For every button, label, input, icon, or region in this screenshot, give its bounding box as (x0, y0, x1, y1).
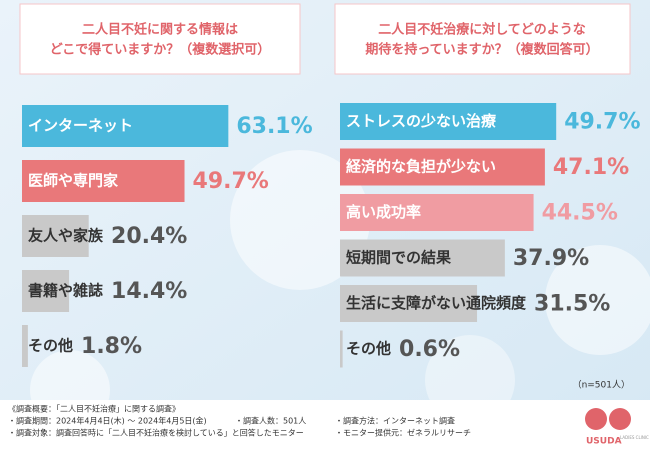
bar (22, 105, 229, 147)
title-box (19, 3, 301, 75)
value-label: 14.4% (111, 279, 187, 304)
footer-item: ・調査対象：調査回答時に「二人目不妊治療を検討している」と回答したモニター (8, 428, 304, 438)
bar (340, 239, 505, 277)
category-label: ストレスの少ない治療 (346, 112, 497, 130)
footer-heading: 《調査概要：「二人目不妊治療」に関する調査》 (8, 404, 180, 414)
chart-title: 二人目不妊治療に対してどのような (378, 22, 586, 38)
category-label: 書籍や雑誌 (28, 282, 103, 300)
value-label: 49.7% (193, 169, 269, 194)
footer-item: ・モニター提供元：ゼネラルリサーチ (335, 428, 471, 438)
logo-mark (609, 408, 631, 430)
bar (340, 148, 545, 186)
value-label: 49.7% (564, 110, 640, 135)
chart-title: 期待を持っていますか？（複数回答可） (365, 42, 598, 58)
value-label: 44.5% (542, 201, 618, 226)
footer-item: ・調査期間：2024年4月4日(木) ～ 2024年4月5日(金) (8, 416, 207, 426)
bar (340, 103, 557, 140)
value-label: 20.4% (111, 224, 187, 249)
bar (22, 215, 89, 257)
category-label: 生活に支障がない通院頻度 (346, 294, 527, 312)
category-label: 医師や専門家 (28, 172, 118, 190)
bar (22, 325, 28, 367)
value-label: 37.9% (513, 246, 589, 271)
bubble (230, 150, 370, 290)
category-label: その他 (346, 340, 391, 358)
footer-item: ・調査方法：インターネット調査 (335, 416, 455, 426)
category-label: 高い成功率 (346, 203, 421, 221)
logo-mark (585, 408, 607, 430)
value-label: 63.1% (236, 114, 312, 139)
value-label: 1.8% (81, 334, 142, 359)
bar (340, 194, 534, 231)
category-label: 友人や家族 (28, 227, 104, 245)
bar (340, 330, 343, 368)
category-label: 経済的な負担が少ない (346, 158, 496, 176)
bubble (545, 245, 650, 355)
logo-sub: LADIES CLINIC (620, 435, 649, 440)
bar (22, 270, 70, 312)
chart-title: 二人目不妊に関する情報は (82, 22, 238, 38)
logo: USUDA (586, 437, 622, 447)
value-label: 31.5% (534, 292, 610, 317)
value-label: 47.1% (553, 155, 629, 180)
footer-band (0, 400, 650, 450)
chart-title: どこで得ていますか？（複数選択可） (50, 42, 271, 58)
bar (340, 285, 478, 322)
sample-note: （n=501人） (573, 380, 630, 391)
title-box (334, 3, 631, 75)
category-label: インターネット (28, 117, 133, 135)
category-label: その他 (28, 337, 73, 355)
category-label: 短期間での結果 (346, 249, 452, 267)
bar (22, 160, 185, 202)
value-label: 0.6% (399, 337, 460, 362)
footer-item: ・調査人数：501人 (235, 416, 306, 426)
